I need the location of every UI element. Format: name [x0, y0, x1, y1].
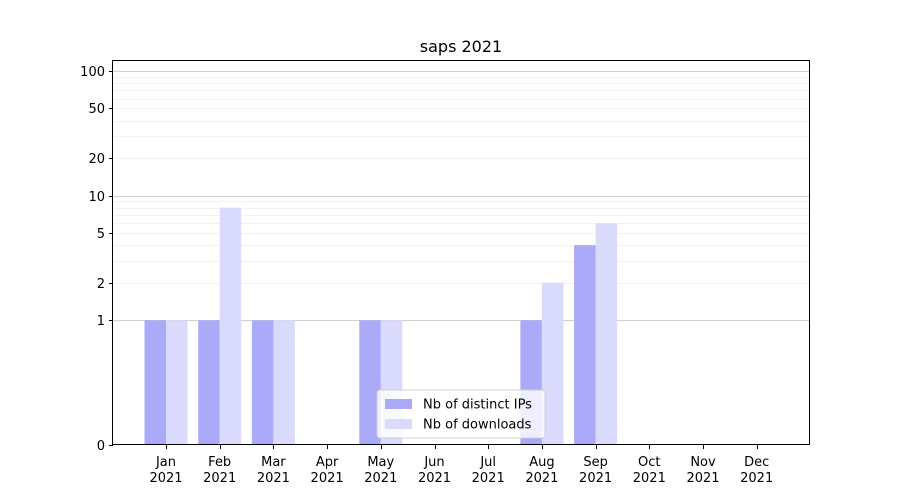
bar	[574, 245, 596, 445]
x-tick-label-year: 2021	[311, 471, 344, 486]
y-axis: 0 1 2 5 10 20 50 100	[80, 65, 113, 454]
y-tick-label: 10	[88, 190, 105, 205]
legend-box	[376, 389, 546, 439]
bars	[144, 207, 618, 445]
x-axis: Jan2021Feb2021Mar2021Apr2021May2021Jun20…	[149, 445, 773, 486]
legend-label: Nb of distinct IPs	[423, 398, 532, 413]
y-tick-label: 2	[97, 277, 105, 292]
legend-label: Nb of downloads	[423, 418, 532, 433]
bar	[198, 320, 220, 445]
x-tick-label-year: 2021	[686, 471, 719, 486]
x-tick-label-month: Aug	[529, 455, 554, 470]
bar	[251, 320, 274, 445]
x-tick-label-month: Feb	[208, 455, 231, 470]
y-tick-label: 0	[97, 439, 105, 454]
y-tick-label: 1	[97, 314, 105, 329]
x-tick-label-month: May	[367, 455, 394, 470]
bar	[144, 320, 166, 445]
legend-swatch	[385, 399, 412, 409]
y-tick-label: 20	[88, 152, 105, 167]
y-tick-label: 5	[97, 227, 105, 242]
x-tick-label-month: Oct	[638, 455, 660, 470]
y-tick-label: 100	[80, 65, 105, 80]
bar	[359, 320, 381, 445]
x-tick-label-year: 2021	[203, 471, 236, 486]
x-tick-label-year: 2021	[149, 471, 182, 486]
x-tick-label-month: Nov	[690, 455, 716, 470]
x-tick-label-month: Jul	[479, 455, 496, 470]
x-tick-label-year: 2021	[257, 471, 290, 486]
legend-swatch	[385, 419, 412, 429]
grid	[113, 71, 809, 321]
x-tick-label-month: Jun	[423, 455, 444, 470]
x-tick-label-year: 2021	[364, 471, 397, 486]
legend: Nb of distinct IPs Nb of downloads	[376, 389, 546, 439]
bar	[541, 282, 564, 445]
chart-title: saps 2021	[420, 37, 502, 56]
x-tick-label-year: 2021	[633, 471, 666, 486]
x-tick-label-year: 2021	[579, 471, 612, 486]
bar	[166, 320, 188, 445]
x-tick-label-month: Sep	[583, 455, 608, 470]
bar	[219, 207, 242, 445]
x-tick-label-year: 2021	[472, 471, 505, 486]
x-tick-label-month: Dec	[744, 455, 769, 470]
x-tick-label-year: 2021	[525, 471, 558, 486]
plot-area-frame	[112, 60, 810, 445]
x-tick-label-year: 2021	[740, 471, 773, 486]
x-tick-label-year: 2021	[418, 471, 451, 486]
y-tick-label: 50	[88, 102, 105, 117]
bar	[595, 223, 618, 445]
bar	[273, 320, 295, 445]
x-tick-label-month: Apr	[316, 455, 339, 470]
x-tick-label-month: Mar	[261, 455, 286, 470]
x-tick-label-month: Jan	[155, 455, 176, 470]
